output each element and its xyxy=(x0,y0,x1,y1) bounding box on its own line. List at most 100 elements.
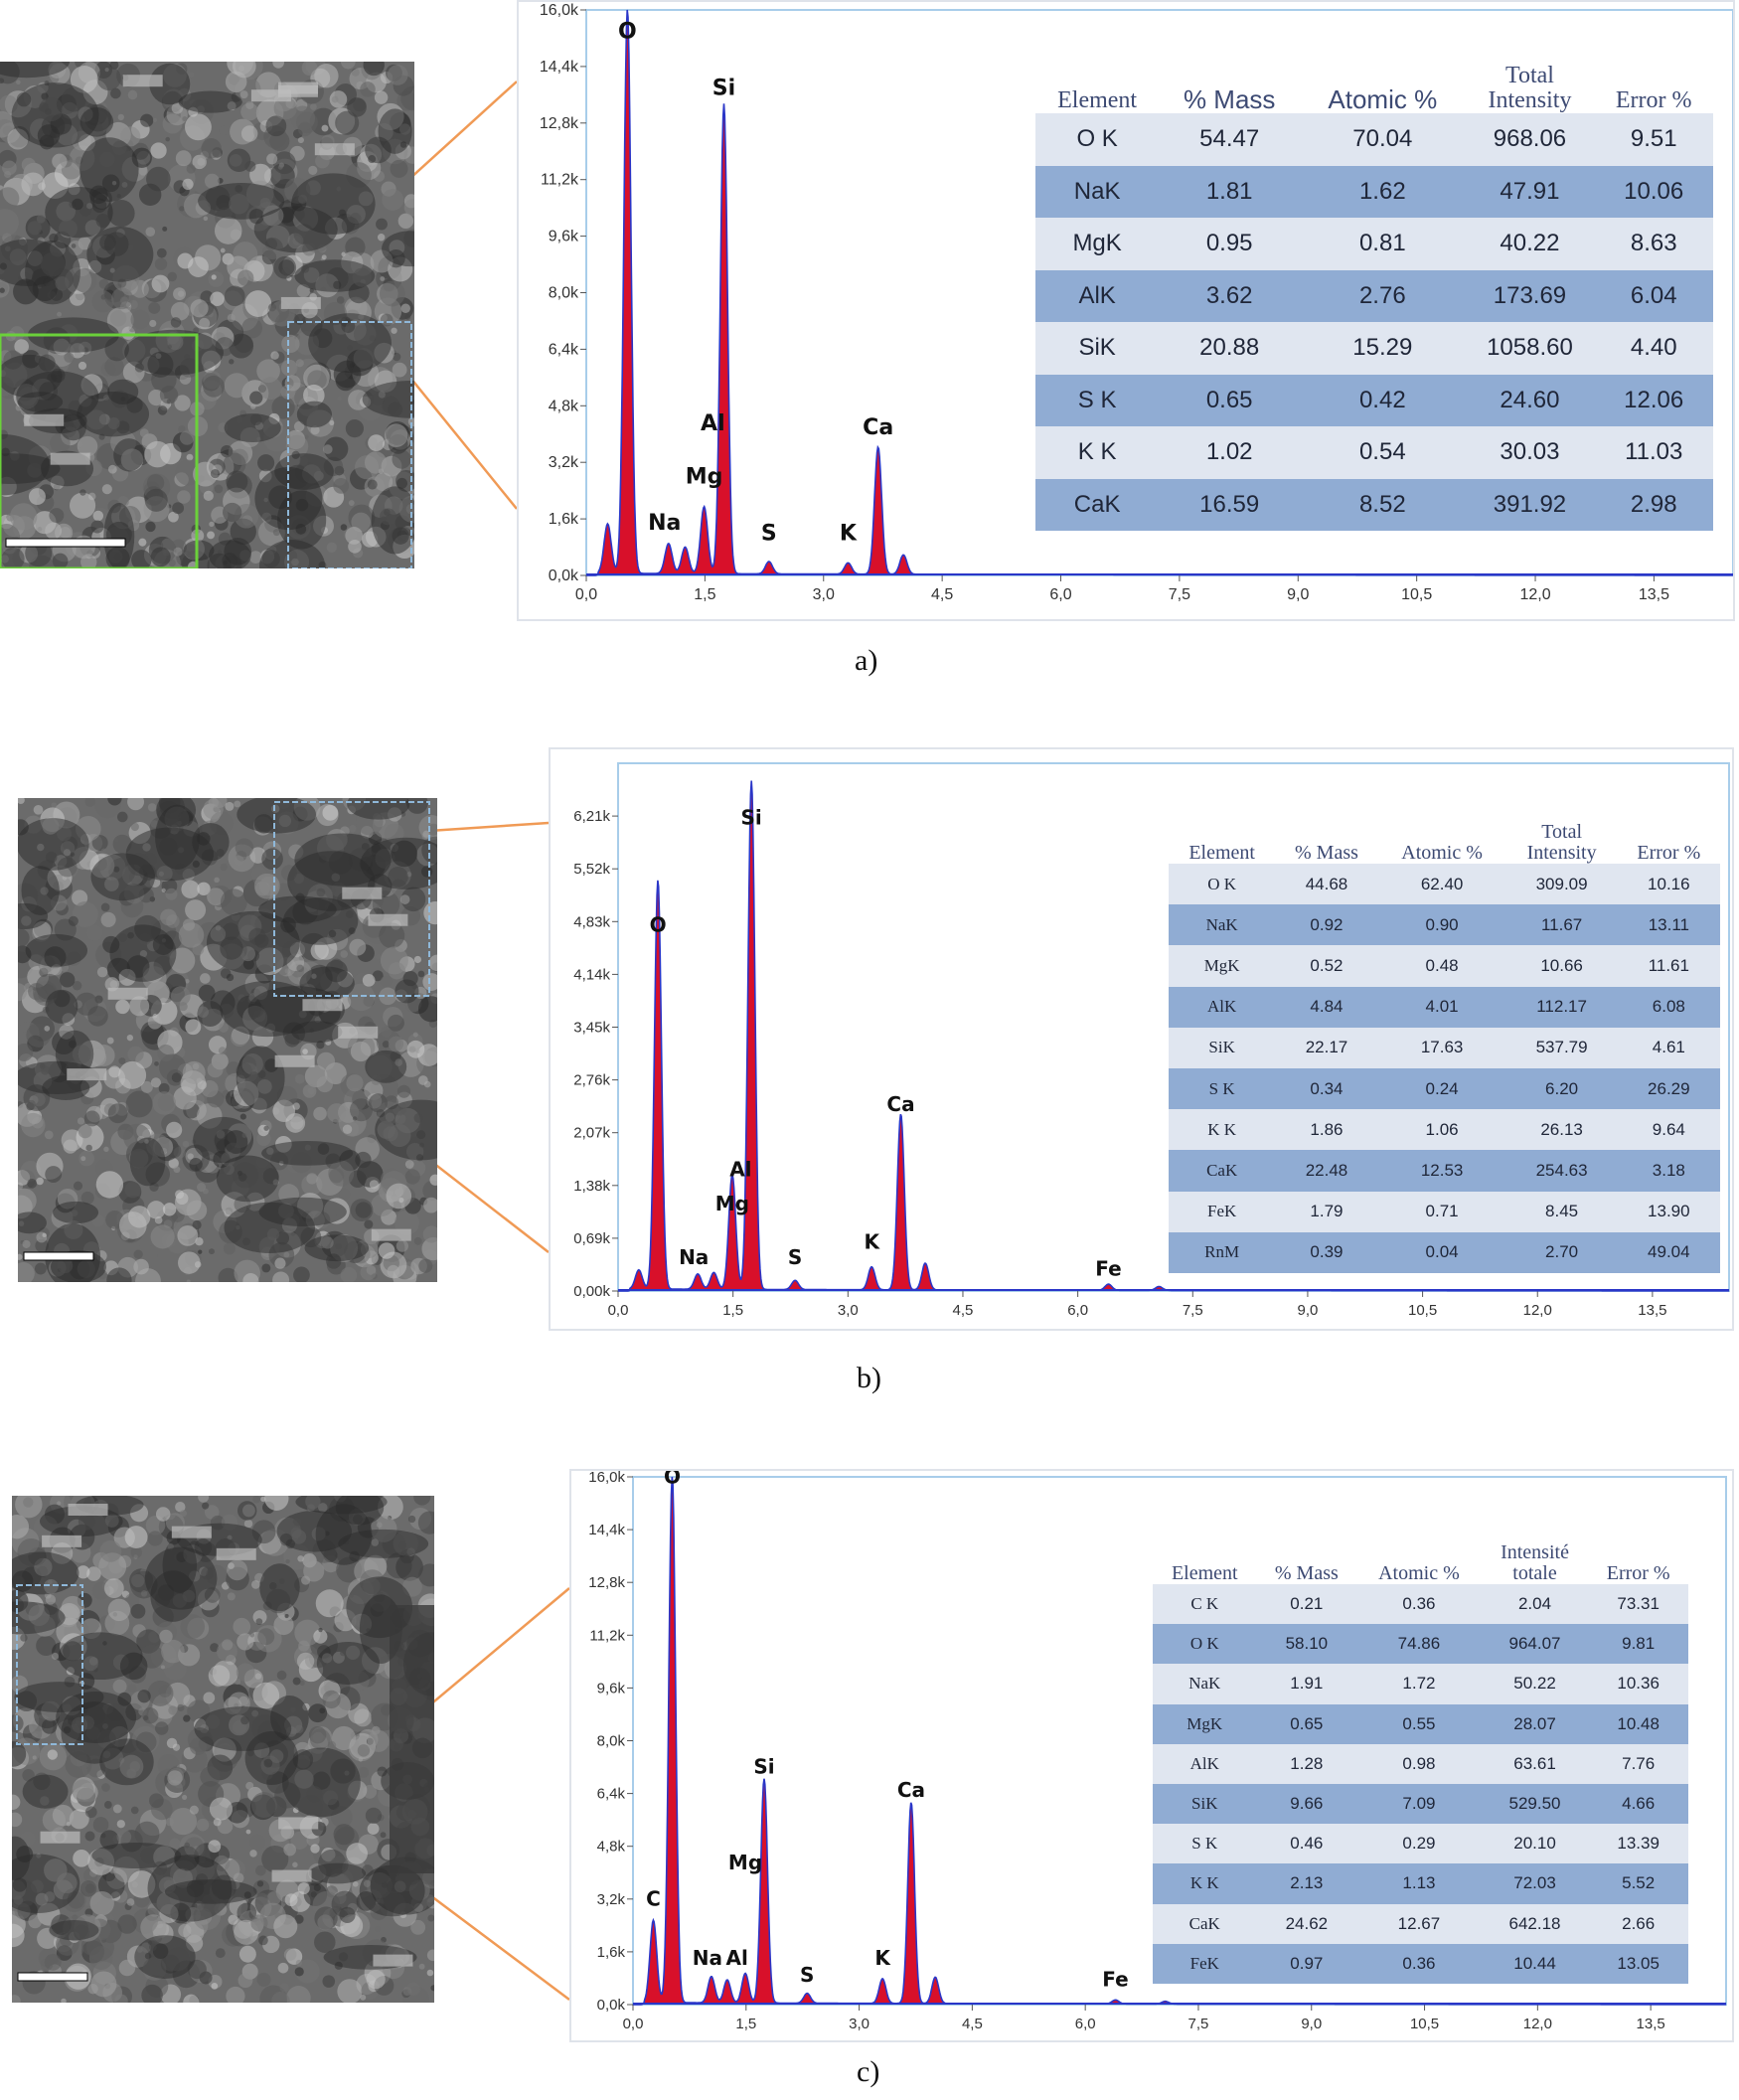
table-cell: NaK xyxy=(1169,904,1276,946)
table-cell: 2.70 xyxy=(1505,1231,1618,1273)
table-cell: 40.22 xyxy=(1465,218,1595,270)
table-cell: 0.42 xyxy=(1300,374,1466,426)
table-cell: 1.86 xyxy=(1275,1109,1378,1151)
peak-label-fe: Fe xyxy=(1095,1257,1121,1281)
table-cell: 49.04 xyxy=(1617,1231,1720,1273)
y-tick-label: 4,14k xyxy=(573,966,610,983)
table-cell: MgK xyxy=(1169,945,1276,987)
table-cell: 24.60 xyxy=(1465,374,1595,426)
table-header-cell: Atomic % xyxy=(1401,842,1483,864)
table-cell: 10.06 xyxy=(1594,165,1713,218)
table-cell: 26.29 xyxy=(1617,1067,1720,1110)
table-cell: 7.76 xyxy=(1588,1743,1688,1784)
table-header-cell: Element xyxy=(1188,842,1255,864)
table-cell: O K xyxy=(1169,864,1276,905)
table-cell: 9.81 xyxy=(1588,1624,1688,1665)
peak-label-al: Al xyxy=(726,1946,748,1970)
y-tick-label: 0,69k xyxy=(573,1230,610,1247)
table-cell: 5.52 xyxy=(1588,1863,1688,1904)
table-header-cell: % Mass xyxy=(1295,842,1358,864)
table-row: CaK 24.62 12.67 642.18 2.66 xyxy=(1153,1903,1688,1944)
table-cell: 0.95 xyxy=(1159,218,1301,270)
table-row: CaK 22.48 12.53 254.63 3.18 xyxy=(1169,1150,1720,1192)
peak-label-na: Na xyxy=(648,511,681,536)
table-cell: MgK xyxy=(1035,218,1160,270)
table-cell: CaK xyxy=(1153,1903,1257,1944)
x-tick-label: 1,5 xyxy=(694,586,715,603)
table-cell: 15.29 xyxy=(1300,322,1466,375)
composition-table: Element % Mass Atomic % Total Intensity Error… xyxy=(1169,804,1720,1273)
table-cell: K K xyxy=(1153,1863,1257,1904)
y-tick-label: 0,0k xyxy=(597,1997,626,2014)
y-tick-label: 4,8k xyxy=(549,398,579,414)
y-tick-label: 8,0k xyxy=(549,285,579,302)
x-tick-label: 4,5 xyxy=(931,586,953,603)
table-cell: FeK xyxy=(1153,1943,1257,1984)
table-row: C K 0.21 0.36 2.04 73.31 xyxy=(1153,1584,1688,1625)
table-row: FeK 1.79 0.71 8.45 13.90 xyxy=(1169,1191,1720,1232)
scale-bar xyxy=(23,1251,94,1261)
spectrum-svg: 0,0k 1,6k 3,2k 4,8k 6,4k 8,0k 9,6k 11,2k 12,8k 14… xyxy=(540,2,1733,603)
peak-label-si: Si xyxy=(753,1755,774,1779)
table-cell: RnM xyxy=(1169,1231,1276,1273)
table-row: SiK 9.66 7.09 529.50 4.66 xyxy=(1153,1783,1688,1825)
table-cell: 0.24 xyxy=(1377,1067,1506,1110)
x-tick-label: 4,5 xyxy=(962,2016,983,2032)
table-cell: 63.61 xyxy=(1481,1743,1589,1784)
table-cell: 4.40 xyxy=(1594,322,1713,375)
table-cell: 7.09 xyxy=(1356,1783,1482,1825)
peak-label-al: Al xyxy=(729,1158,751,1182)
x-tick-label: 10,5 xyxy=(1401,586,1432,603)
table-cell: 0.34 xyxy=(1275,1067,1378,1110)
table-row: NaK 1.91 1.72 50.22 10.36 xyxy=(1153,1664,1688,1704)
peak-label-si: Si xyxy=(741,806,762,830)
y-tick-label: 11,2k xyxy=(589,1627,625,1644)
table-cell: 3.18 xyxy=(1617,1150,1720,1192)
table-cell: 254.63 xyxy=(1505,1150,1618,1192)
table-cell: 0.46 xyxy=(1256,1824,1357,1864)
x-tick-label: 9,0 xyxy=(1287,586,1309,603)
table-row: NaK 0.92 0.90 11.67 13.11 xyxy=(1169,904,1720,946)
peak-label-k: K xyxy=(864,1230,880,1254)
y-tick-label: 14,4k xyxy=(540,59,579,76)
table-cell: 0.98 xyxy=(1356,1743,1482,1784)
spectrum-area xyxy=(618,780,1729,1291)
spectrum-svg: 0,0k 1,6k 3,2k 4,8k 6,4k 8,0k 9,6k 11,2k 12,8k 14… xyxy=(588,1471,1727,2032)
composition-table: Element % Mass Atomic % Intensité totale Erro… xyxy=(1153,1523,1688,1984)
table-row: S K 0.65 0.42 24.60 12.06 xyxy=(1035,374,1713,426)
eds-spectrum-chart-c: 0,0k 1,6k 3,2k 4,8k 6,4k 8,0k 9,6k 11,2k 12,8k 14… xyxy=(569,1469,1734,2042)
table-cell: AlK xyxy=(1035,269,1160,322)
table-cell: 9.64 xyxy=(1617,1109,1720,1151)
table-row: MgK 0.65 0.55 28.07 10.48 xyxy=(1153,1703,1688,1744)
x-tick-label: 13,5 xyxy=(1638,1302,1666,1319)
x-tick-label: 0,0 xyxy=(623,2016,644,2032)
y-tick-label: 1,38k xyxy=(573,1178,610,1195)
x-tick-label: 9,0 xyxy=(1301,2016,1322,2032)
x-tick-label: 7,5 xyxy=(1169,586,1190,603)
table-cell: 0.48 xyxy=(1377,945,1506,987)
sem-image-a xyxy=(0,62,414,568)
table-cell: 30.03 xyxy=(1465,426,1595,479)
x-tick-label: 13,5 xyxy=(1639,586,1669,603)
table-cell: 44.68 xyxy=(1275,864,1378,905)
y-tick-label: 16,0k xyxy=(588,1471,625,1486)
eds-spectrum-chart-a: 0,0k 1,6k 3,2k 4,8k 6,4k 8,0k 9,6k 11,2k 12,8k 14… xyxy=(517,0,1735,621)
table-cell: 1.62 xyxy=(1300,165,1466,218)
table-cell: O K xyxy=(1035,113,1160,166)
table-cell: 1.06 xyxy=(1377,1109,1506,1151)
peak-label-k: K xyxy=(840,521,858,546)
y-tick-label: 0,00k xyxy=(573,1283,610,1300)
peak-label-s: S xyxy=(800,1963,814,1987)
x-tick-label: 6,0 xyxy=(1075,2016,1096,2032)
table-cell: 0.81 xyxy=(1300,218,1466,270)
x-tick-label: 9,0 xyxy=(1298,1302,1319,1319)
table-cell: 0.36 xyxy=(1356,1943,1482,1984)
table-row: SiK 20.88 15.29 1058.60 4.40 xyxy=(1035,322,1713,375)
table-cell: K K xyxy=(1035,426,1160,479)
table-cell: S K xyxy=(1035,374,1160,426)
peak-label-k: K xyxy=(874,1946,891,1970)
table-row: RnM 0.39 0.04 2.70 49.04 xyxy=(1169,1231,1720,1273)
table-cell: 0.04 xyxy=(1377,1231,1506,1273)
peak-label-s: S xyxy=(761,521,777,546)
x-tick-label: 12,0 xyxy=(1523,2016,1552,2032)
